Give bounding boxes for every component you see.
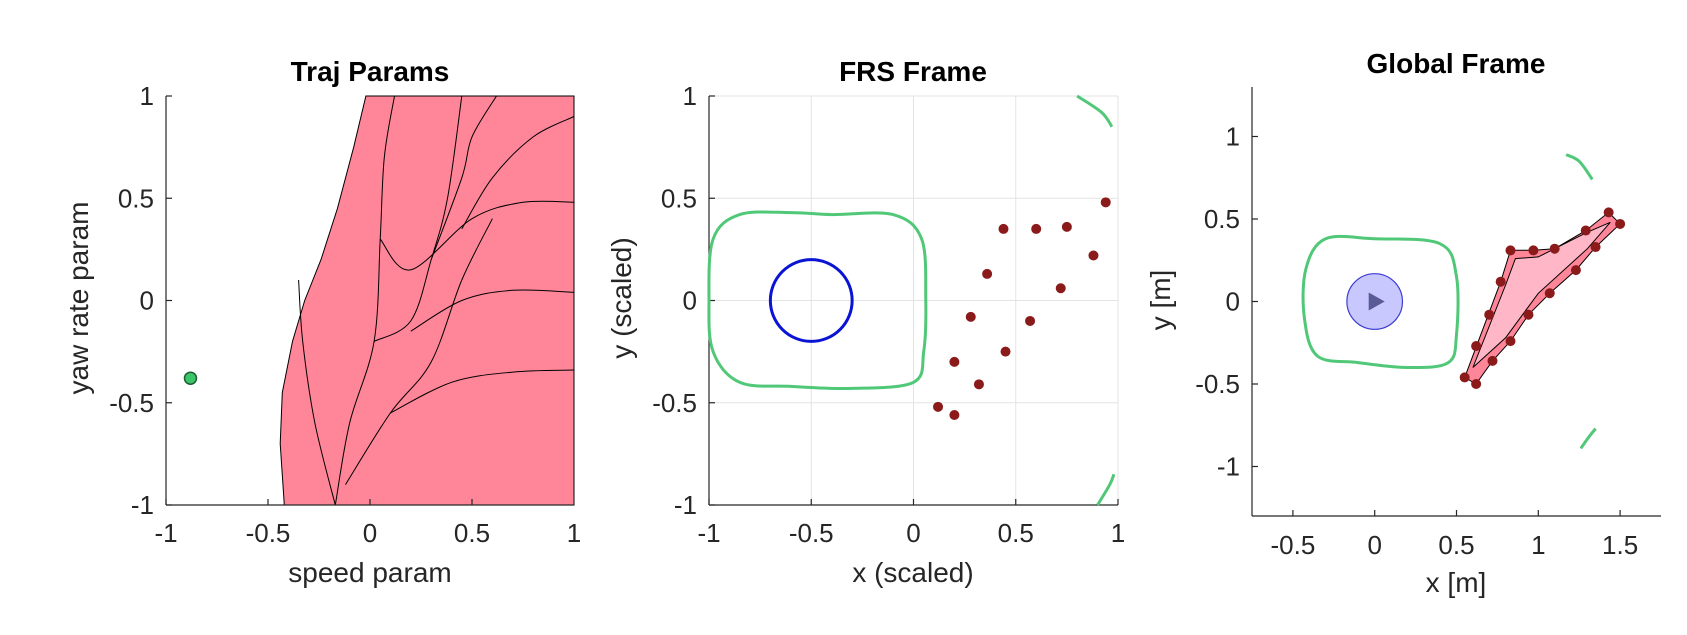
p2-xtick-label-3: 0.5	[998, 518, 1034, 548]
frs-frame-xlabel: x (scaled)	[852, 557, 973, 588]
vehicle-footprint-circle	[768, 258, 854, 343]
traj-params-title: Traj Params	[291, 56, 450, 87]
global-arc-top	[1565, 153, 1594, 181]
p1-ytick-label-1: -0.5	[109, 388, 154, 418]
obstacle-point-12	[1088, 250, 1099, 261]
p2-ytick-label-4: 1	[683, 81, 697, 111]
obstacle-buffer-polygon	[1464, 211, 1621, 385]
p1-xtick-label-2: 0	[363, 518, 377, 548]
p1-ytick-label-3: 0.5	[118, 183, 154, 213]
constraint-curve-1	[334, 95, 395, 506]
obstacle-point-9	[1031, 223, 1042, 234]
global-obstacle-point-9	[1528, 245, 1539, 256]
global-obstacle-point-3	[1484, 309, 1495, 320]
global-obstacle-point-16	[1615, 218, 1626, 229]
p2-ytick-label-2: 0	[683, 286, 697, 316]
global-obstacle-point-2	[1471, 341, 1482, 352]
global-obstacle-point-13	[1580, 225, 1591, 236]
global-obstacle-point-4	[1487, 355, 1498, 366]
p3-xtick-label-1: 0	[1367, 530, 1381, 560]
constraint-curve-8	[345, 218, 493, 485]
p1-xtick-label-0: -1	[154, 518, 177, 548]
p3-xtick-label-0: -0.5	[1270, 530, 1315, 560]
obstacle-point-5	[982, 268, 993, 279]
global-reachable-set-contour	[1301, 234, 1460, 370]
obstacle-point-1	[949, 410, 960, 421]
global-obstacle-point-12	[1570, 265, 1581, 276]
obstacle-point-3	[965, 311, 976, 322]
global-frame-xlabel: x [m]	[1426, 567, 1487, 598]
global-frame-ylabel: y [m]	[1145, 270, 1176, 331]
constraint-curve-0	[298, 279, 336, 506]
p1-xtick-label-3: 0.5	[454, 518, 490, 548]
p2-xtick-label-4: 1	[1111, 518, 1125, 548]
robot-heading-arrow-icon	[1368, 292, 1385, 311]
constraint-curve-3	[430, 95, 497, 260]
p3-ytick-label-3: 0.5	[1204, 204, 1240, 234]
constraint-curve-4	[410, 289, 575, 332]
frs-frame-title: FRS Frame	[839, 56, 987, 87]
p1-ytick-label-4: 1	[140, 81, 154, 111]
p1-xtick-label-1: -0.5	[246, 518, 291, 548]
frs-frame-ylabel: y (scaled)	[606, 237, 637, 358]
p2-ytick-label-3: 0.5	[661, 183, 697, 213]
p3-ytick-label-1: -0.5	[1195, 369, 1240, 399]
traj-params-panel: Traj Params speed param yaw rate param -…	[63, 56, 581, 588]
p1-ytick-label-2: 0	[140, 286, 154, 316]
p2-xtick-label-2: 0	[906, 518, 920, 548]
global-obstacle-point-0	[1459, 372, 1470, 383]
traj-params-xlabel: speed param	[288, 557, 451, 588]
p1-xtick-label-4: 1	[567, 518, 581, 548]
p2-ytick-label-1: -0.5	[652, 388, 697, 418]
constraint-curve-5	[379, 200, 575, 271]
global-obstacle-point-6	[1505, 245, 1516, 256]
global-arc-bottom	[1579, 427, 1597, 450]
global-obstacle-point-14	[1590, 242, 1601, 253]
constraint-curve-7	[390, 369, 575, 414]
global-obstacle-point-8	[1523, 309, 1534, 320]
p3-ytick-label-2: 0	[1226, 287, 1240, 317]
obstacle-inner-polygon	[1472, 221, 1611, 368]
global-obstacle-point-11	[1549, 243, 1560, 254]
p2-xtick-label-1: -0.5	[789, 518, 834, 548]
p3-ytick-label-0: -1	[1217, 452, 1240, 482]
frs-reachable-set-contour	[707, 210, 928, 391]
obstacle-point-13	[1100, 197, 1111, 208]
frs-arc-top	[1076, 94, 1114, 128]
obstacle-point-2	[949, 356, 960, 367]
obstacle-point-0	[933, 401, 944, 412]
global-obstacle-point-1	[1471, 379, 1482, 389]
obstacle-point-11	[1061, 221, 1072, 232]
p3-xtick-label-3: 1	[1531, 530, 1545, 560]
p3-ytick-label-4: 1	[1226, 122, 1240, 152]
p2-ytick-label-0: -1	[674, 490, 697, 520]
global-obstacle-point-15	[1603, 207, 1614, 218]
obstacle-point-10	[1055, 283, 1066, 294]
feasible-param-region	[279, 95, 575, 506]
obstacle-point-6	[998, 223, 1009, 234]
p1-ytick-label-0: -1	[131, 490, 154, 520]
global-obstacle-point-5	[1495, 276, 1506, 287]
frs-arc-bottom	[1096, 473, 1116, 506]
obstacle-point-7	[1000, 346, 1011, 357]
global-obstacle-point-10	[1544, 288, 1555, 299]
obstacle-point-8	[1025, 315, 1036, 326]
current-param-point	[183, 371, 198, 385]
global-obstacle-point-7	[1505, 336, 1516, 347]
p3-xtick-label-4: 1.5	[1602, 530, 1638, 560]
global-frame-title: Global Frame	[1367, 48, 1546, 79]
obstacle-point-4	[973, 379, 984, 390]
p3-xtick-label-2: 0.5	[1438, 530, 1474, 560]
traj-params-ylabel: yaw rate param	[63, 202, 94, 395]
global-frame-panel: Global Frame x [m] y [m] -0.5 0 0.5 1 1.5 -1 -…	[1145, 48, 1661, 598]
constraint-curve-6	[461, 116, 575, 230]
p2-xtick-label-0: -1	[697, 518, 720, 548]
frs-frame-panel: FRS Frame x (scaled) y (scaled) -1 -0.5 0 0…	[606, 56, 1125, 588]
